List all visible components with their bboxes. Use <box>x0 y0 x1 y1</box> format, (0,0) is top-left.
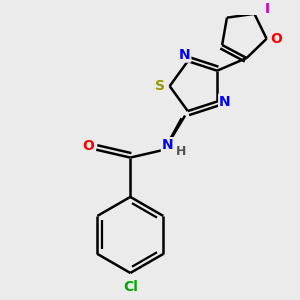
Text: N: N <box>179 48 190 62</box>
Text: S: S <box>155 79 166 93</box>
Text: O: O <box>270 32 282 46</box>
Text: N: N <box>162 138 173 152</box>
Text: I: I <box>265 2 270 16</box>
Text: Cl: Cl <box>123 280 138 294</box>
Text: H: H <box>176 145 187 158</box>
Text: O: O <box>82 140 94 153</box>
Text: N: N <box>219 94 231 109</box>
